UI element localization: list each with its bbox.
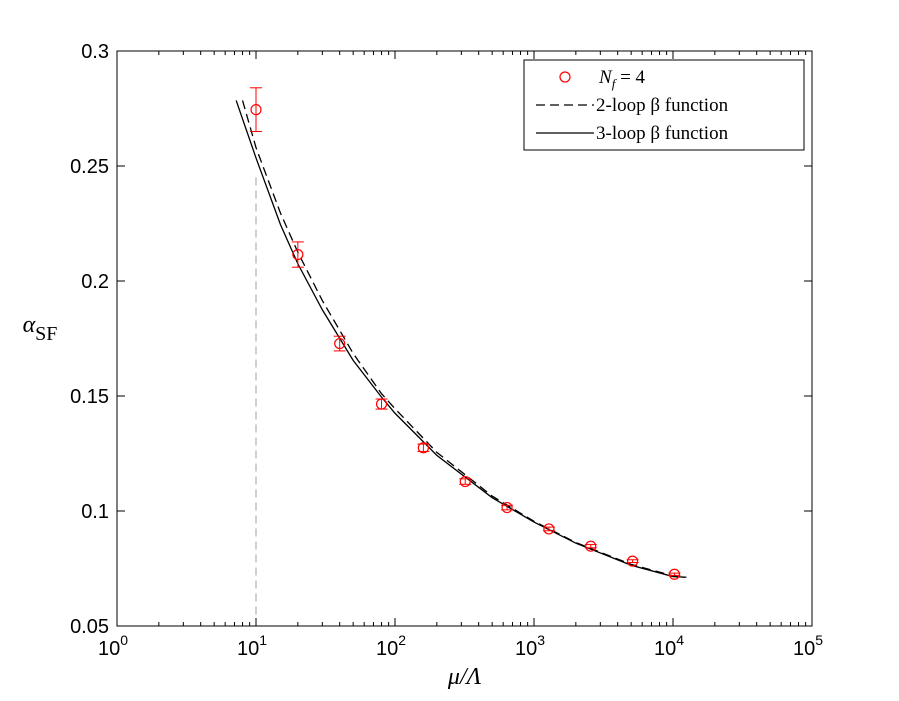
y-tick-label: 0.1: [81, 501, 109, 523]
x-tick-label: 105: [793, 632, 823, 660]
x-tick-label: 100: [98, 632, 128, 660]
lines-layer: [235, 100, 687, 578]
data-point: [626, 555, 639, 567]
y-tick-label: 0.3: [81, 41, 109, 63]
y-tick-label: 0.05: [70, 616, 109, 638]
data-point: [501, 501, 513, 514]
x-tick-base: 10: [654, 638, 676, 660]
x-tick-exponent: 2: [398, 632, 406, 648]
y-axis-title: αSF: [23, 312, 58, 345]
x-tick-exponent: 5: [815, 632, 823, 648]
x-tick-exponent: 3: [537, 632, 545, 648]
x-tick-label: 104: [654, 632, 684, 660]
x-tick-base: 10: [376, 638, 398, 660]
data-point: [417, 442, 429, 454]
x-tick-base: 10: [98, 638, 120, 660]
legend-label: 3-loop β function: [596, 123, 729, 144]
y-tick-label: 0.25: [70, 156, 109, 178]
x-tick-exponent: 0: [120, 632, 128, 648]
legend-label-rest: = 4: [615, 67, 645, 88]
x-axis-title: μ/Λ: [447, 664, 482, 690]
x-tick-base: 10: [237, 638, 259, 660]
x-tick-label: 103: [515, 632, 545, 660]
x-tick-exponent: 1: [259, 632, 267, 648]
axis-titles: μ/Λ αSF: [23, 312, 482, 690]
y-axis-title-subscript: SF: [35, 323, 57, 345]
legend-label-sub: f: [612, 76, 618, 91]
data-point: [585, 540, 597, 552]
legend-label-main: N: [598, 67, 613, 88]
data-point: [292, 248, 304, 261]
x-tick-label: 101: [237, 632, 267, 660]
y-tick-label: 0.15: [70, 386, 109, 408]
data-point: [668, 568, 681, 580]
three-loop-curve: [235, 100, 687, 578]
y-axis-title-symbol: α: [23, 312, 36, 338]
points-layer: [250, 87, 681, 580]
legend-label: Nf = 4: [598, 67, 646, 91]
x-tick-label: 102: [376, 632, 406, 660]
legend-marker: [559, 71, 571, 83]
data-point: [250, 104, 262, 116]
x-tick-exponent: 4: [676, 632, 684, 648]
axes-frame: [116, 50, 813, 627]
data-point: [459, 475, 471, 488]
legend: Nf = 4 2-loop β function 3-loop β function: [523, 59, 805, 151]
x-tick-base: 10: [515, 638, 537, 660]
two-loop-curve: [241, 100, 685, 578]
x-tick-base: 10: [793, 638, 815, 660]
data-point: [543, 523, 555, 535]
legend-label: 2-loop β function: [596, 95, 729, 116]
data-point: [334, 337, 346, 350]
y-tick-label: 0.2: [81, 271, 109, 293]
data-point: [375, 398, 388, 410]
